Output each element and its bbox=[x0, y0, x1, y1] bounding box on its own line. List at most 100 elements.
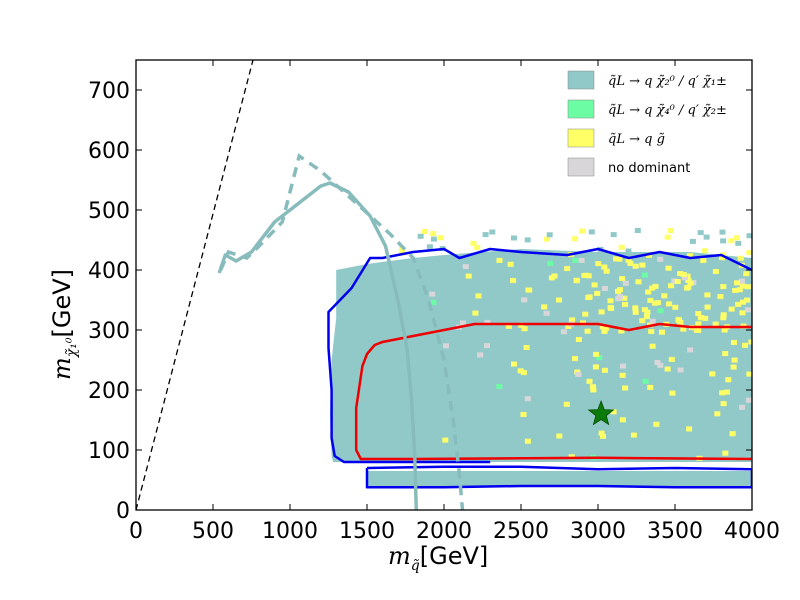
cell bbox=[462, 264, 469, 270]
cell bbox=[698, 315, 705, 320]
cell bbox=[720, 315, 727, 321]
cell bbox=[745, 284, 751, 290]
cell bbox=[632, 305, 639, 311]
cell bbox=[722, 450, 729, 456]
cell bbox=[712, 321, 719, 327]
cell bbox=[616, 294, 623, 300]
cell bbox=[482, 232, 489, 238]
cell bbox=[695, 321, 702, 327]
cell bbox=[652, 300, 659, 306]
cell bbox=[616, 256, 623, 262]
cell bbox=[563, 401, 570, 407]
legend-swatch bbox=[567, 157, 595, 177]
cell bbox=[719, 390, 726, 396]
limit-curve-dashed bbox=[219, 153, 465, 510]
cell bbox=[687, 347, 694, 353]
cell bbox=[524, 438, 531, 444]
cell bbox=[591, 282, 598, 288]
cell bbox=[521, 326, 528, 332]
cell bbox=[603, 325, 610, 331]
cell bbox=[736, 287, 743, 293]
cell bbox=[635, 279, 642, 285]
cell bbox=[610, 232, 617, 238]
cell bbox=[618, 244, 625, 250]
plot-area bbox=[136, 60, 752, 510]
blue-contour-strip bbox=[365, 465, 752, 489]
y-tick-label: 0 bbox=[116, 499, 130, 524]
cell bbox=[634, 228, 641, 233]
cell bbox=[730, 364, 737, 370]
cell bbox=[417, 233, 424, 239]
cell bbox=[728, 238, 735, 244]
cell bbox=[632, 309, 639, 315]
cell bbox=[664, 234, 671, 240]
cell bbox=[603, 268, 610, 274]
cell bbox=[518, 322, 525, 328]
legend-label: no dominant bbox=[608, 161, 690, 176]
cell bbox=[723, 389, 730, 395]
cell bbox=[728, 306, 735, 312]
cell bbox=[430, 236, 437, 242]
cell bbox=[720, 312, 727, 318]
cell bbox=[671, 278, 678, 284]
x-tick-label: 500 bbox=[192, 519, 234, 544]
cell bbox=[719, 255, 725, 261]
cell bbox=[739, 404, 745, 410]
cell bbox=[659, 329, 665, 335]
axes: 0 500 1000 1500 2000 2500 3000 3500 4000 0 100 200 3… bbox=[88, 59, 780, 544]
cell bbox=[496, 257, 503, 263]
cell bbox=[639, 318, 646, 324]
cell bbox=[472, 310, 479, 316]
cell bbox=[600, 433, 606, 439]
legend-swatch bbox=[567, 128, 595, 148]
cell bbox=[649, 343, 656, 349]
cell bbox=[652, 283, 659, 289]
cell bbox=[735, 301, 742, 307]
cell bbox=[601, 264, 608, 270]
cell bbox=[541, 304, 548, 310]
cell bbox=[437, 235, 444, 241]
legend: q̃L → q χ̃₂⁰ / q′ χ̃₁± q̃L → q χ̃₄⁰ / q′ … bbox=[567, 70, 727, 177]
cell bbox=[596, 355, 603, 361]
cell bbox=[421, 229, 428, 234]
cell bbox=[484, 343, 490, 349]
cell bbox=[720, 401, 727, 407]
cell bbox=[601, 328, 608, 334]
blue-contour bbox=[327, 247, 752, 464]
cell bbox=[511, 235, 517, 241]
cell bbox=[578, 257, 585, 263]
axis-labels: mq̃[GeV] mχ̃₁⁰[GeV] bbox=[48, 269, 488, 574]
cell bbox=[740, 299, 746, 305]
cell bbox=[693, 327, 700, 333]
cell bbox=[719, 229, 726, 235]
cell bbox=[585, 251, 592, 257]
cell bbox=[746, 250, 752, 256]
cell bbox=[608, 305, 615, 311]
cell bbox=[695, 311, 702, 317]
cell bbox=[548, 275, 555, 281]
cell bbox=[619, 276, 626, 282]
cell bbox=[681, 275, 688, 281]
cell bbox=[734, 280, 740, 286]
cell bbox=[642, 272, 648, 278]
cell bbox=[507, 261, 514, 267]
cell bbox=[607, 298, 614, 304]
cell bbox=[630, 432, 637, 438]
cell bbox=[647, 297, 654, 303]
cell bbox=[738, 278, 745, 284]
cell bbox=[582, 311, 589, 317]
cell bbox=[672, 304, 679, 310]
cell bbox=[601, 367, 608, 373]
cell bbox=[734, 235, 740, 241]
cell bbox=[686, 426, 693, 432]
cell bbox=[520, 412, 527, 417]
cell bbox=[442, 437, 449, 443]
x-tick-label: 2500 bbox=[493, 519, 549, 544]
cell bbox=[625, 257, 632, 263]
lower-strip-region bbox=[367, 471, 752, 486]
red-contour bbox=[354, 322, 752, 461]
cell bbox=[731, 340, 737, 345]
cell bbox=[430, 300, 437, 305]
y-tick-label: 100 bbox=[88, 439, 130, 464]
